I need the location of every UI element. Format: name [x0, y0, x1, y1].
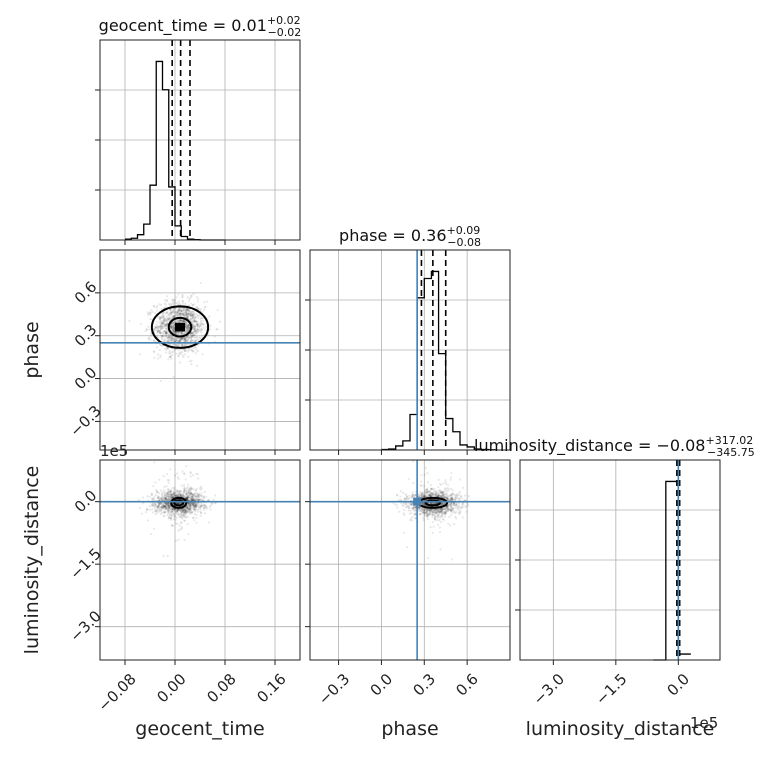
- xtick-label-geocent_time: 0.16: [253, 670, 289, 706]
- ytick-label-phase: 0.3: [71, 321, 101, 351]
- truth-marker-phase-luminosity_distance: [413, 497, 422, 506]
- frame-hist-phase: [309, 249, 511, 451]
- xlabel-geocent_time: geocent_time: [135, 718, 264, 740]
- xtick-label-phase: 0.3: [409, 670, 439, 700]
- xlabel-phase: phase: [381, 718, 438, 740]
- title-phase: phase = 0.36+0.09 −0.08: [339, 224, 481, 249]
- grid-2d-geocent_time-phase: [100, 250, 300, 450]
- offset-text-y: 1e5: [100, 442, 128, 460]
- contour-core-geocent_time-phase: [175, 322, 185, 332]
- xtick-label-luminosity_distance: −1.5: [592, 670, 630, 708]
- panel-hist-phase: phase = 0.36+0.09 −0.08: [305, 224, 511, 451]
- title-geocent_time: geocent_time = 0.01+0.02 −0.02: [99, 14, 302, 39]
- xtick-label-geocent_time: 0.00: [153, 670, 189, 706]
- scatter-geocent_time-luminosity_distance: [137, 461, 217, 558]
- ytick-label-phase: 0.6: [71, 278, 101, 308]
- hist-phase: [381, 270, 496, 451]
- xtick-label-luminosity_distance: −3.0: [530, 670, 568, 708]
- contour-1-geocent_time-phase: [167, 316, 193, 338]
- panel-2d-geocent_time-luminosity_distance: [99, 459, 301, 661]
- frame-hist-luminosity_distance: [519, 459, 721, 661]
- ylabel-luminosity_distance: luminosity_distance: [21, 466, 43, 655]
- frame-2d-geocent_time-phase: [99, 249, 301, 451]
- frame-2d-phase-luminosity_distance: [309, 459, 511, 661]
- ytick-label-luminosity_distance: 0.0: [71, 487, 101, 517]
- panel-2d-phase-luminosity_distance: [309, 459, 511, 661]
- contour-1-geocent_time-luminosity_distance: [173, 499, 185, 507]
- panel-hist-geocent_time: geocent_time = 0.01+0.02 −0.02: [95, 14, 302, 241]
- panel-hist-luminosity_distance: luminosity_distance = −0.08+317.02 −345.7…: [474, 434, 755, 661]
- frame-hist-geocent_time: [99, 39, 301, 241]
- grid-hist-luminosity_distance: [520, 460, 720, 660]
- contour-0-geocent_time-luminosity_distance: [170, 496, 188, 509]
- xtick-label-geocent_time: 0.08: [203, 670, 239, 706]
- offset-text-x: 1e5: [690, 714, 718, 732]
- title-luminosity_distance: luminosity_distance = −0.08+317.02 −345.7…: [474, 434, 755, 459]
- grid-hist-geocent_time: [100, 40, 300, 240]
- ytick-label-phase: 0.0: [71, 363, 101, 393]
- xtick-label-phase: 0.6: [452, 670, 482, 700]
- xtick-label-luminosity_distance: 0.0: [663, 670, 693, 700]
- xtick-label-geocent_time: −0.08: [95, 670, 140, 715]
- panel-2d-geocent_time-phase: [99, 249, 301, 451]
- frame-2d-geocent_time-luminosity_distance: [99, 459, 301, 661]
- hist-luminosity_distance: [653, 480, 691, 661]
- ylabel-phase: phase: [21, 321, 43, 378]
- grid-2d-phase-luminosity_distance: [310, 460, 510, 660]
- contour-1-phase-luminosity_distance: [424, 499, 442, 507]
- contour-0-geocent_time-phase: [150, 305, 210, 349]
- xtick-label-phase: 0.0: [367, 670, 397, 700]
- xlabel-luminosity_distance: luminosity_distance: [526, 718, 715, 740]
- xtick-label-phase: −0.3: [315, 670, 353, 708]
